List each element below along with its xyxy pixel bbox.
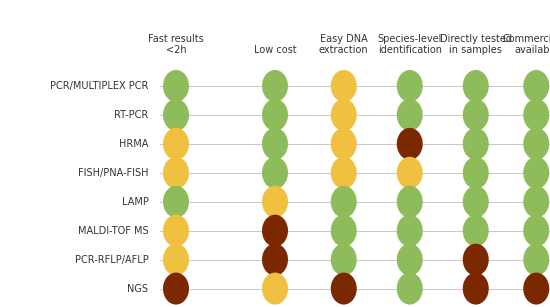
Text: HRMA: HRMA — [119, 139, 148, 149]
Text: Directly tested
in samples: Directly tested in samples — [440, 34, 512, 55]
Text: PCR-RFLP/AFLP: PCR-RFLP/AFLP — [75, 255, 148, 265]
Text: FISH/PNA-FISH: FISH/PNA-FISH — [78, 168, 148, 178]
Text: Low cost: Low cost — [254, 45, 296, 55]
Text: RT-PCR: RT-PCR — [114, 110, 148, 120]
Text: Fast results
<2h: Fast results <2h — [148, 34, 204, 55]
Text: NGS: NGS — [128, 284, 148, 293]
Text: Easy DNA
extraction: Easy DNA extraction — [319, 34, 369, 55]
Text: LAMP: LAMP — [122, 197, 148, 207]
Text: Commercially
available: Commercially available — [503, 34, 550, 55]
Text: Species-level
identification: Species-level identification — [377, 34, 442, 55]
Text: PCR/MULTIPLEX PCR: PCR/MULTIPLEX PCR — [50, 81, 148, 91]
Text: MALDI-TOF MS: MALDI-TOF MS — [78, 226, 148, 236]
